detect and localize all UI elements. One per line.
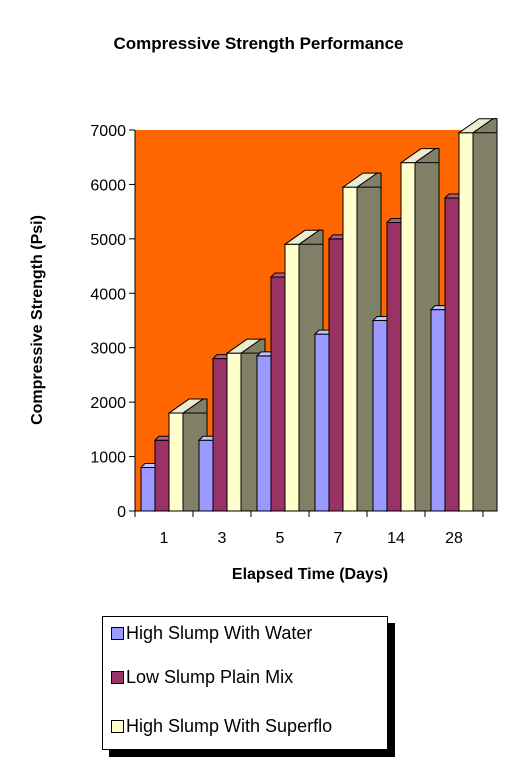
bar-high-slump-with-water-14 bbox=[372, 320, 388, 512]
x-axis-title: Elapsed Time (Days) bbox=[231, 566, 389, 583]
bar-top-high-slump-with-superflo-7 bbox=[341, 172, 379, 188]
bar-high-slump-with-water-1 bbox=[140, 466, 156, 512]
x-tick-label: 3 bbox=[218, 530, 227, 547]
y-tick-label: 5000 bbox=[90, 232, 126, 249]
legend-item-low-slump-plain: Low Slump Plain Mix bbox=[111, 664, 293, 690]
y-tick-label: 6000 bbox=[90, 177, 126, 194]
bar-depth-block-28 bbox=[472, 118, 498, 512]
bar-top-high-slump-with-superflo-1 bbox=[167, 398, 205, 414]
x-tick-label: 28 bbox=[445, 530, 463, 547]
bar-top-high-slump-with-superflo-28 bbox=[457, 118, 495, 134]
bar-high-slump-with-superflo-7 bbox=[342, 186, 358, 512]
bar-high-slump-with-water-7 bbox=[314, 333, 330, 512]
bar-high-slump-with-water-28 bbox=[430, 309, 446, 512]
x-tick-label: 7 bbox=[334, 530, 343, 547]
bar-high-slump-with-water-5 bbox=[256, 355, 272, 512]
legend-item-high-slump-superflo: High Slump With Superflo bbox=[111, 713, 332, 739]
bar-high-slump-with-superflo-1 bbox=[168, 412, 184, 512]
legend: High Slump With Water Low Slump Plain Mi… bbox=[102, 616, 388, 750]
bar-high-slump-with-water-3 bbox=[198, 439, 214, 512]
x-tick-label: 5 bbox=[276, 530, 285, 547]
bar-high-slump-with-superflo-3 bbox=[226, 352, 242, 512]
y-tick-label: 2000 bbox=[90, 395, 126, 412]
legend-label-high-slump-superflo: High Slump With Superflo bbox=[126, 715, 333, 736]
bar-low-slump-plain-mix-28 bbox=[444, 197, 460, 512]
legend-swatch-high-slump-superflo bbox=[111, 719, 124, 733]
y-tick-label: 3000 bbox=[90, 341, 126, 358]
x-tick-label: 1 bbox=[160, 530, 169, 547]
y-tick-label: 1000 bbox=[90, 450, 126, 467]
legend-label-low-slump-plain: Low Slump Plain Mix bbox=[126, 666, 294, 687]
y-tick-label: 4000 bbox=[90, 286, 126, 303]
bar-low-slump-plain-mix-1 bbox=[154, 439, 170, 512]
legend-label-high-slump-water: High Slump With Water bbox=[126, 622, 313, 643]
bar-top-high-slump-with-superflo-5 bbox=[283, 229, 321, 245]
bar-high-slump-with-superflo-14 bbox=[400, 162, 416, 512]
legend-swatch-high-slump-water bbox=[111, 626, 124, 640]
bar-high-slump-with-superflo-5 bbox=[284, 243, 300, 512]
bar-high-slump-with-superflo-28 bbox=[458, 132, 474, 512]
legend-item-high-slump-water: High Slump With Water bbox=[111, 620, 312, 646]
legend-swatch-low-slump-plain bbox=[111, 670, 124, 684]
bar-top-high-slump-with-superflo-3 bbox=[225, 338, 263, 354]
y-tick-label: 7000 bbox=[90, 123, 126, 140]
bar-low-slump-plain-mix-14 bbox=[386, 222, 402, 512]
bar-top-high-slump-with-superflo-14 bbox=[399, 148, 437, 164]
bar-low-slump-plain-mix-3 bbox=[212, 358, 228, 512]
x-tick-label: 14 bbox=[387, 530, 405, 547]
chart-title: Compressive Strength Performance bbox=[113, 34, 404, 53]
bar-low-slump-plain-mix-5 bbox=[270, 276, 286, 512]
bar-low-slump-plain-mix-7 bbox=[328, 238, 344, 512]
y-tick-label: 0 bbox=[117, 504, 126, 521]
